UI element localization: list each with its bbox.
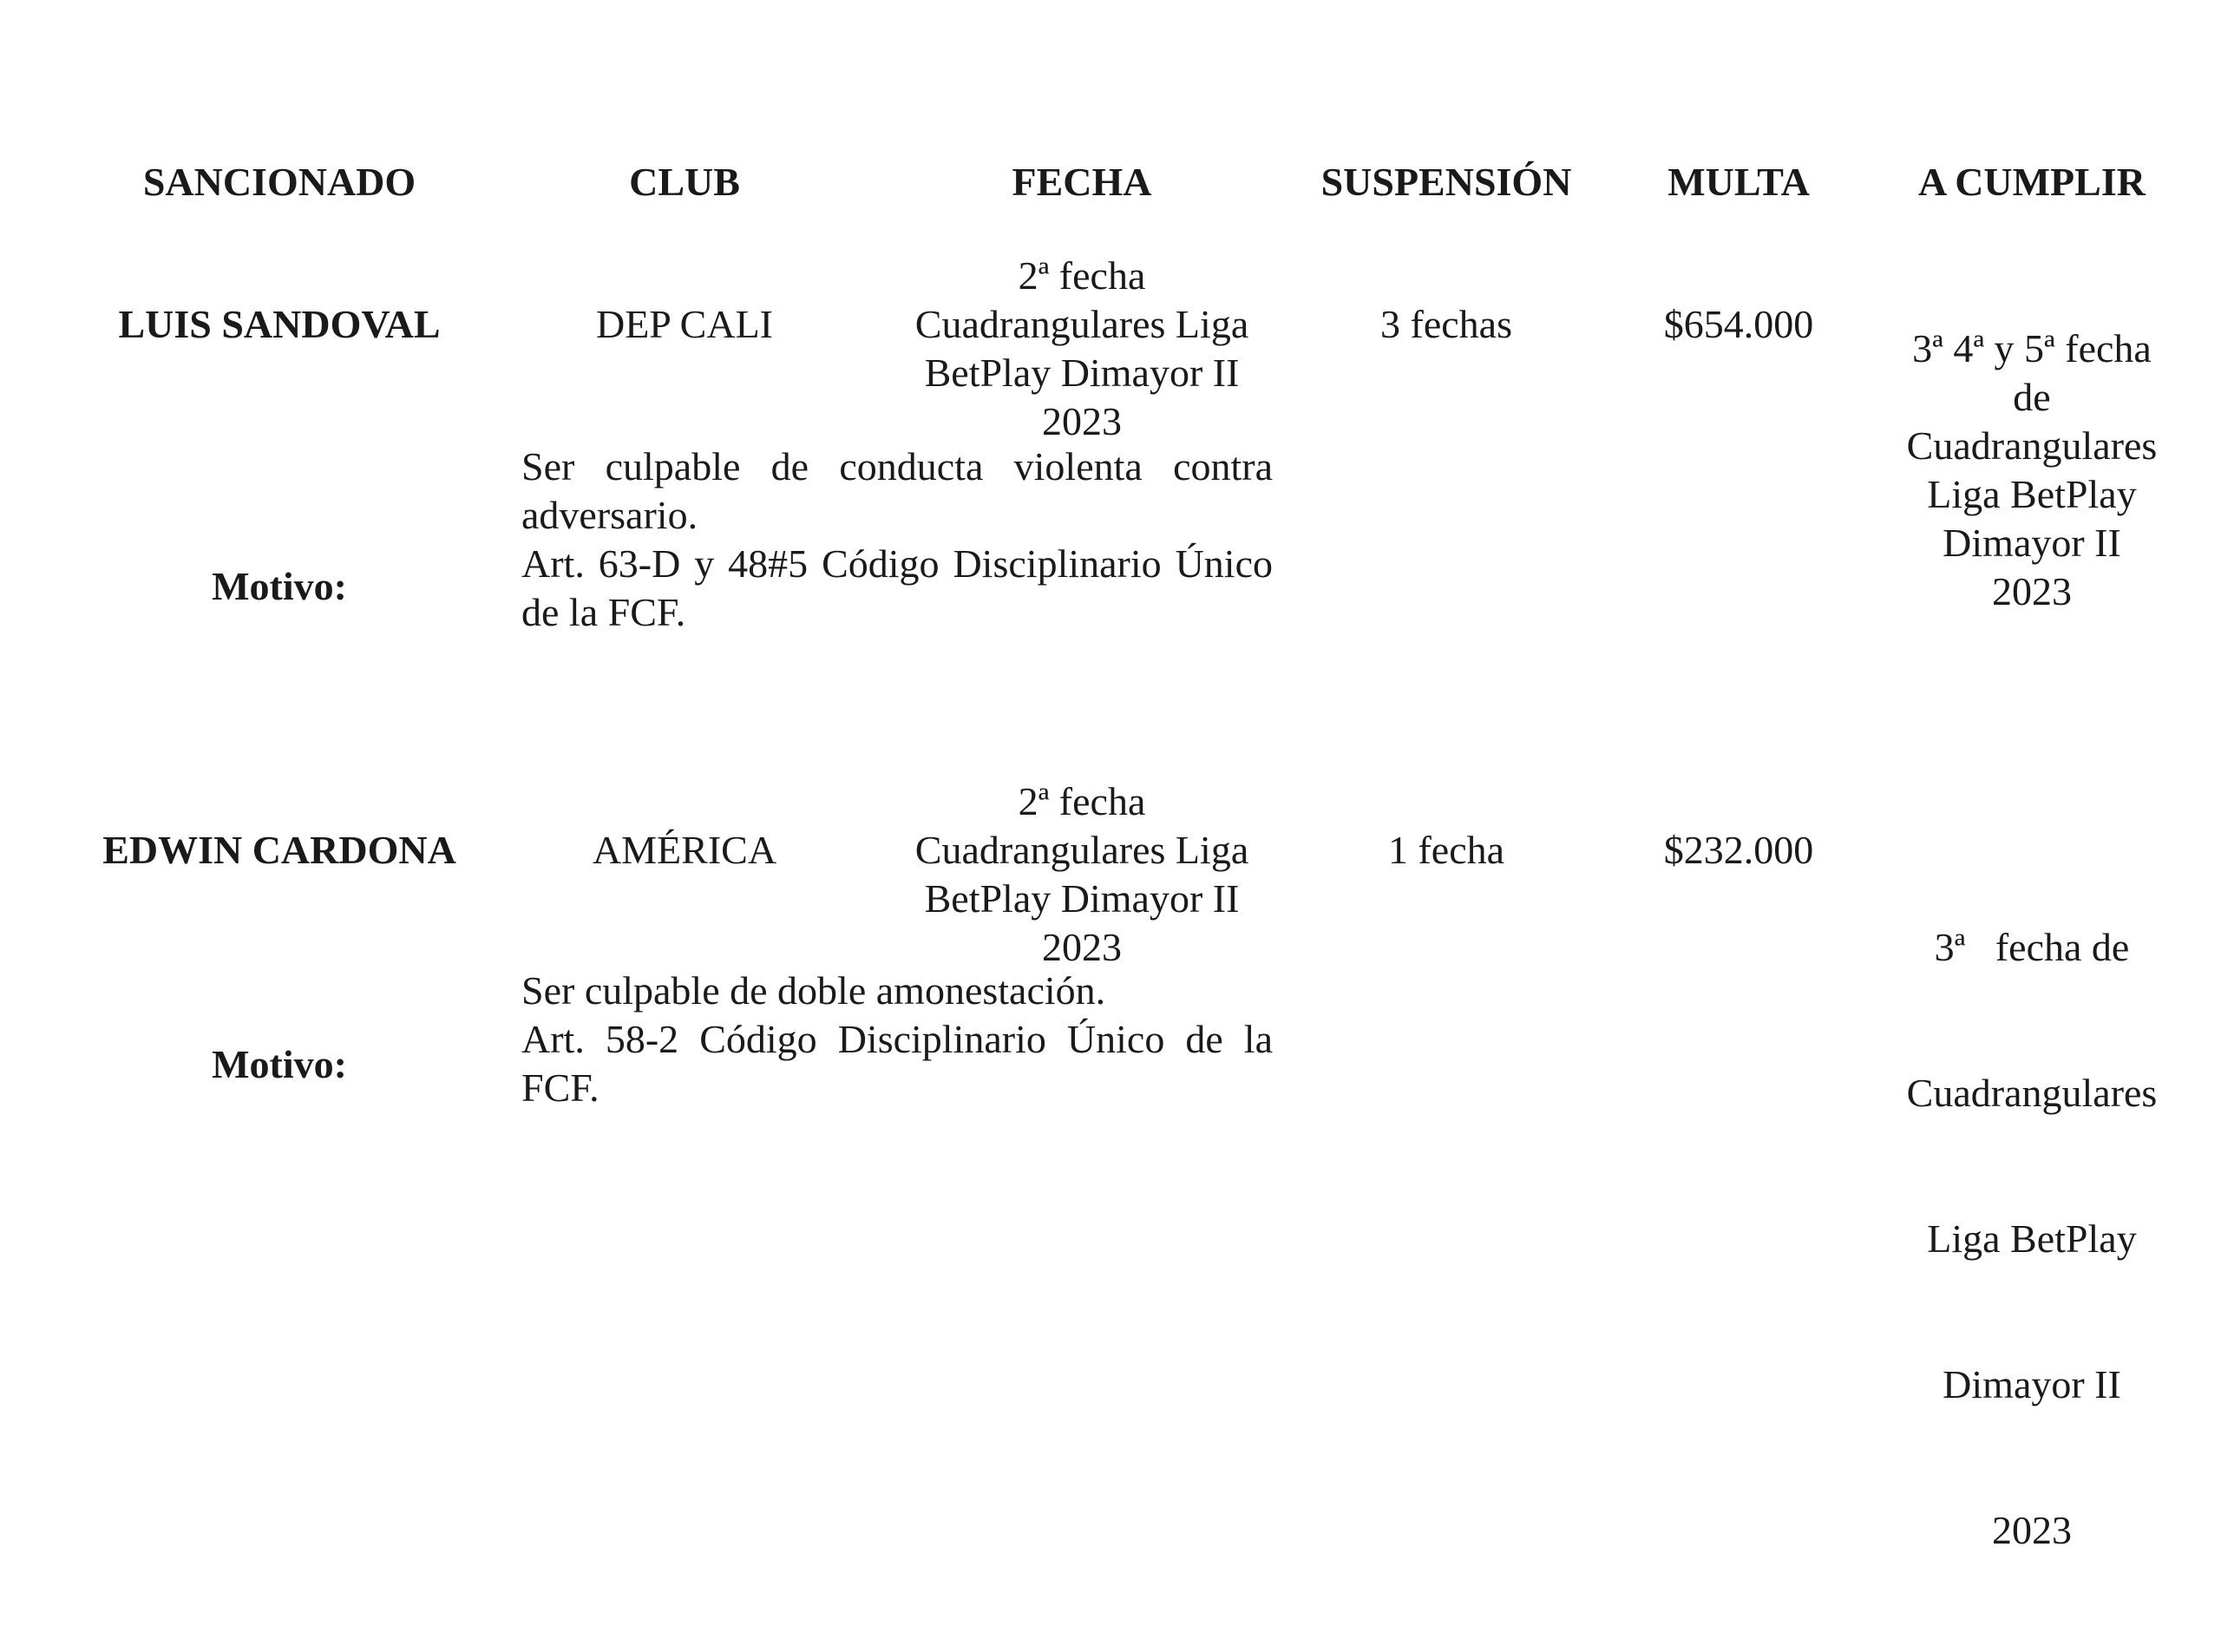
a-cumplir-line: 3ª 4ª y 5ª fecha bbox=[1912, 326, 2152, 370]
a-cumplir-line: Dimayor II bbox=[1943, 1362, 2121, 1406]
fecha-line: BetPlay Dimayor II bbox=[924, 876, 1240, 921]
fecha-line: 2ª fecha bbox=[1018, 779, 1146, 823]
a-cumplir-line: de bbox=[2013, 375, 2051, 419]
a-cumplir-cell: 3ª fecha de Cuadrangulares Liga BetPlay … bbox=[1907, 826, 2158, 1652]
club-name: DEP CALI bbox=[595, 302, 774, 346]
a-cumplir-cell: 3ª 4ª y 5ª fecha de Cuadrangulares Liga … bbox=[1907, 324, 2158, 616]
fecha-line: 2023 bbox=[1042, 399, 1122, 443]
fecha-line: Cuadrangulares Liga bbox=[914, 828, 1249, 872]
motivo-line: Ser culpable de doble amonestación. bbox=[521, 968, 1106, 1013]
multa-value: $232.000 bbox=[1663, 828, 1814, 872]
fecha-line: Cuadrangulares Liga bbox=[914, 302, 1249, 346]
a-cumplir-line: Liga BetPlay bbox=[1927, 472, 2137, 516]
motivo-text: Ser culpable de doble amonestación. Art.… bbox=[521, 967, 1273, 1112]
multa-value: $654.000 bbox=[1663, 302, 1814, 346]
motivo-line: Art. 63-D y 48#5 Código Disciplinario Ún… bbox=[521, 541, 1273, 634]
fecha-line: 2023 bbox=[1042, 925, 1122, 969]
header-sancionado: SANCIONADO bbox=[142, 160, 416, 204]
a-cumplir-line: 3ª fecha de bbox=[1934, 925, 2130, 969]
motivo-line: Art. 58-2 Código Disciplinario Único de … bbox=[521, 1017, 1273, 1110]
fecha-line: 2ª fecha bbox=[1018, 253, 1146, 298]
header-a-cumplir: A CUMPLIR bbox=[1918, 160, 2146, 204]
motivo-line: Ser culpable de conducta violenta contra… bbox=[521, 444, 1273, 537]
header-suspension: SUSPENSIÓN bbox=[1320, 160, 1572, 204]
suspension-value: 1 fecha bbox=[1387, 828, 1505, 872]
club-name: AMÉRICA bbox=[592, 828, 777, 872]
suspension-value: 3 fechas bbox=[1380, 302, 1512, 346]
header-fecha: FECHA bbox=[1012, 160, 1152, 204]
sancionado-name: EDWIN CARDONA bbox=[102, 828, 456, 872]
a-cumplir-line: 2023 bbox=[1991, 1508, 2072, 1552]
a-cumplir-line: Liga BetPlay bbox=[1927, 1216, 2137, 1261]
a-cumplir-line: 2023 bbox=[1991, 569, 2072, 613]
motivo-text: Ser culpable de conducta violenta contra… bbox=[521, 442, 1273, 637]
motivo-label: Motivo: bbox=[212, 564, 347, 608]
fecha-line: BetPlay Dimayor II bbox=[924, 351, 1240, 395]
sancionado-name: LUIS SANDOVAL bbox=[118, 302, 441, 346]
a-cumplir-line: Cuadrangulares bbox=[1906, 1071, 2158, 1115]
header-club: CLUB bbox=[629, 160, 740, 204]
a-cumplir-line: Dimayor II bbox=[1943, 521, 2121, 565]
fecha-cell: 2ª fecha Cuadrangulares Liga BetPlay Dim… bbox=[915, 777, 1248, 972]
fecha-cell: 2ª fecha Cuadrangulares Liga BetPlay Dim… bbox=[915, 252, 1248, 446]
header-multa: MULTA bbox=[1667, 160, 1810, 204]
a-cumplir-line: Cuadrangulares bbox=[1906, 423, 2158, 468]
motivo-label: Motivo: bbox=[212, 1042, 347, 1086]
